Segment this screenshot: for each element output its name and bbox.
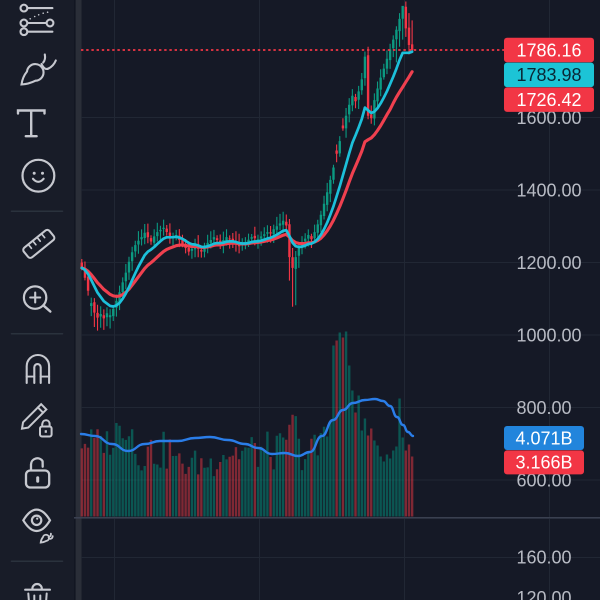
svg-text:1726.42: 1726.42 xyxy=(516,90,581,110)
svg-text:600.00: 600.00 xyxy=(517,470,572,490)
svg-text:3.166B: 3.166B xyxy=(515,453,572,473)
svg-text:160.00: 160.00 xyxy=(517,547,572,567)
svg-text:120.00: 120.00 xyxy=(517,588,572,600)
svg-text:1200.00: 1200.00 xyxy=(517,253,582,273)
svg-text:1000.00: 1000.00 xyxy=(517,325,582,345)
svg-text:800.00: 800.00 xyxy=(517,398,572,418)
svg-text:1600.00: 1600.00 xyxy=(517,108,582,128)
svg-text:1786.16: 1786.16 xyxy=(516,40,581,60)
svg-text:4.071B: 4.071B xyxy=(515,428,572,448)
svg-text:1783.98: 1783.98 xyxy=(516,65,581,85)
svg-text:1400.00: 1400.00 xyxy=(517,180,582,200)
